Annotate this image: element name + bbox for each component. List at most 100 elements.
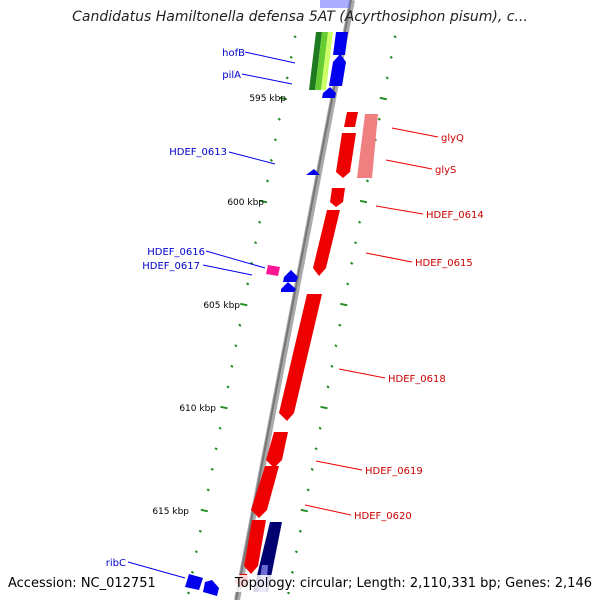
gene-HDEF_0615[interactable] bbox=[313, 210, 340, 276]
right-track-tick bbox=[393, 35, 397, 39]
right-track-tick bbox=[379, 96, 388, 101]
gene-HDEF_0618[interactable] bbox=[279, 294, 322, 421]
gene-label-HDEF_0613[interactable]: HDEF_0613 bbox=[169, 147, 227, 158]
left-track-tick bbox=[289, 55, 293, 59]
right-track-tick bbox=[290, 570, 294, 574]
gene-HDEF_0613[interactable] bbox=[306, 169, 320, 175]
left-track-tick bbox=[206, 488, 210, 492]
right-track-tick bbox=[306, 488, 310, 492]
leader-glyQ bbox=[391, 127, 439, 138]
gene-label-HDEF_0618[interactable]: HDEF_0618 bbox=[388, 374, 446, 385]
gene-hofB[interactable] bbox=[333, 32, 348, 55]
left-track-tick bbox=[230, 364, 234, 368]
right-track-tick bbox=[318, 426, 322, 430]
right-track-tick bbox=[286, 591, 291, 595]
left-track-tick bbox=[194, 550, 198, 554]
left-track-tick bbox=[240, 302, 248, 307]
gene-label-hofB[interactable]: hofB bbox=[222, 48, 245, 59]
gene-green-2[interactable] bbox=[315, 32, 328, 90]
gene-ribC[interactable] bbox=[185, 574, 203, 590]
right-track-tick bbox=[346, 282, 350, 286]
left-track-tick bbox=[285, 76, 289, 80]
gene-red-lower[interactable] bbox=[244, 520, 266, 574]
scale-label-595: 595 kbp bbox=[249, 94, 286, 104]
gene-label-HDEF_0619[interactable]: HDEF_0619 bbox=[365, 466, 423, 477]
accession-label: Accession: NC_012751 bbox=[6, 575, 158, 592]
right-track-tick bbox=[358, 220, 362, 224]
gene-HDEF_0617[interactable] bbox=[283, 270, 298, 282]
gene-label-HDEF_0620[interactable]: HDEF_0620 bbox=[354, 511, 412, 522]
gene-glyS[interactable] bbox=[336, 133, 356, 178]
gene-green-1[interactable] bbox=[309, 32, 322, 90]
gene-cluster-top[interactable] bbox=[309, 0, 350, 98]
leader-hofB bbox=[244, 51, 296, 64]
left-track-tick bbox=[214, 447, 218, 451]
right-track-tick bbox=[326, 385, 330, 389]
topology-label: Topology: circular; Length: 2,110,331 bp… bbox=[232, 575, 594, 592]
gene-label-HDEF_0615[interactable]: HDEF_0615 bbox=[415, 258, 473, 269]
gene-HDEF_0620[interactable] bbox=[251, 466, 279, 518]
gene-label-HDEF_0614[interactable]: HDEF_0614 bbox=[426, 210, 484, 221]
gene-navy[interactable] bbox=[253, 522, 282, 592]
label-leader-lines bbox=[127, 51, 439, 579]
left-track-tick bbox=[265, 179, 270, 183]
leader-HDEF_0620 bbox=[304, 504, 352, 516]
gene-label-HDEF_0616[interactable]: HDEF_0616 bbox=[147, 247, 205, 258]
gene-pilA[interactable] bbox=[329, 54, 346, 86]
scale-label-615: 615 kbp bbox=[152, 507, 189, 517]
left-track-tick bbox=[277, 117, 281, 121]
right-track-tick bbox=[298, 529, 302, 533]
right-track-tick bbox=[300, 508, 309, 513]
left-track-tick bbox=[226, 385, 230, 389]
left-track-tick bbox=[218, 426, 222, 430]
gene-blue-small[interactable] bbox=[281, 282, 296, 292]
gene-HDEF_0614[interactable] bbox=[330, 188, 345, 207]
leader-HDEF_0616 bbox=[205, 250, 266, 269]
gene-small-blue[interactable] bbox=[322, 87, 336, 98]
map-title: Candidatus Hamiltonella defensa 5AT (Acy… bbox=[72, 9, 528, 25]
leader-HDEF_0618 bbox=[338, 368, 386, 379]
left-track-tick bbox=[279, 96, 288, 101]
gene-label-pilA[interactable]: pilA bbox=[222, 70, 241, 81]
left-track-tick bbox=[273, 138, 277, 142]
reverse-gene-labels: glyQ glyS HDEF_0614 HDEF_0615 HDEF_0618 … bbox=[354, 133, 484, 522]
left-track-tick bbox=[210, 467, 214, 471]
left-track-tick bbox=[186, 591, 191, 595]
right-track-tick bbox=[310, 467, 314, 471]
right-track-tick bbox=[320, 405, 328, 410]
left-track-tick bbox=[198, 529, 202, 533]
leader-HDEF_0614 bbox=[375, 205, 424, 215]
right-track-tick bbox=[350, 261, 354, 265]
gene-green-3[interactable] bbox=[321, 32, 333, 90]
right-track-tick bbox=[354, 241, 358, 245]
right-track-tick bbox=[330, 364, 334, 368]
leader-HDEF_0617 bbox=[202, 264, 253, 276]
gene-top-partial[interactable] bbox=[320, 0, 350, 8]
gene-ribC-2[interactable] bbox=[203, 580, 219, 596]
leader-ribC bbox=[127, 561, 186, 579]
right-track-tick bbox=[314, 447, 318, 451]
left-track-tick bbox=[238, 323, 242, 327]
left-track-tick bbox=[293, 35, 297, 39]
gene-label-ribC[interactable]: ribC bbox=[106, 558, 126, 569]
gene-HDEF_0619[interactable] bbox=[266, 432, 288, 468]
gene-label-HDEF_0617[interactable]: HDEF_0617 bbox=[142, 261, 200, 272]
tick-marks bbox=[186, 35, 397, 595]
right-track-tick bbox=[377, 117, 381, 121]
left-track-tick bbox=[200, 508, 209, 513]
left-track-tick bbox=[259, 199, 268, 204]
gene-glyQ-light[interactable] bbox=[357, 114, 378, 178]
gene-label-glyQ[interactable]: glyQ bbox=[441, 133, 464, 144]
leader-pilA bbox=[241, 73, 293, 85]
leader-HDEF_0615 bbox=[365, 252, 413, 263]
right-track-tick bbox=[389, 55, 393, 59]
left-track-tick bbox=[220, 405, 228, 410]
gene-label-glyS[interactable]: glyS bbox=[435, 165, 456, 176]
leader-HDEF_0619 bbox=[315, 460, 363, 471]
left-track-tick bbox=[254, 241, 258, 245]
right-track-tick bbox=[340, 302, 348, 307]
right-track-tick bbox=[334, 344, 338, 348]
gene-HDEF_0616[interactable] bbox=[266, 265, 280, 276]
gene-glyQ[interactable] bbox=[344, 112, 358, 127]
leader-HDEF_0613 bbox=[228, 151, 276, 165]
